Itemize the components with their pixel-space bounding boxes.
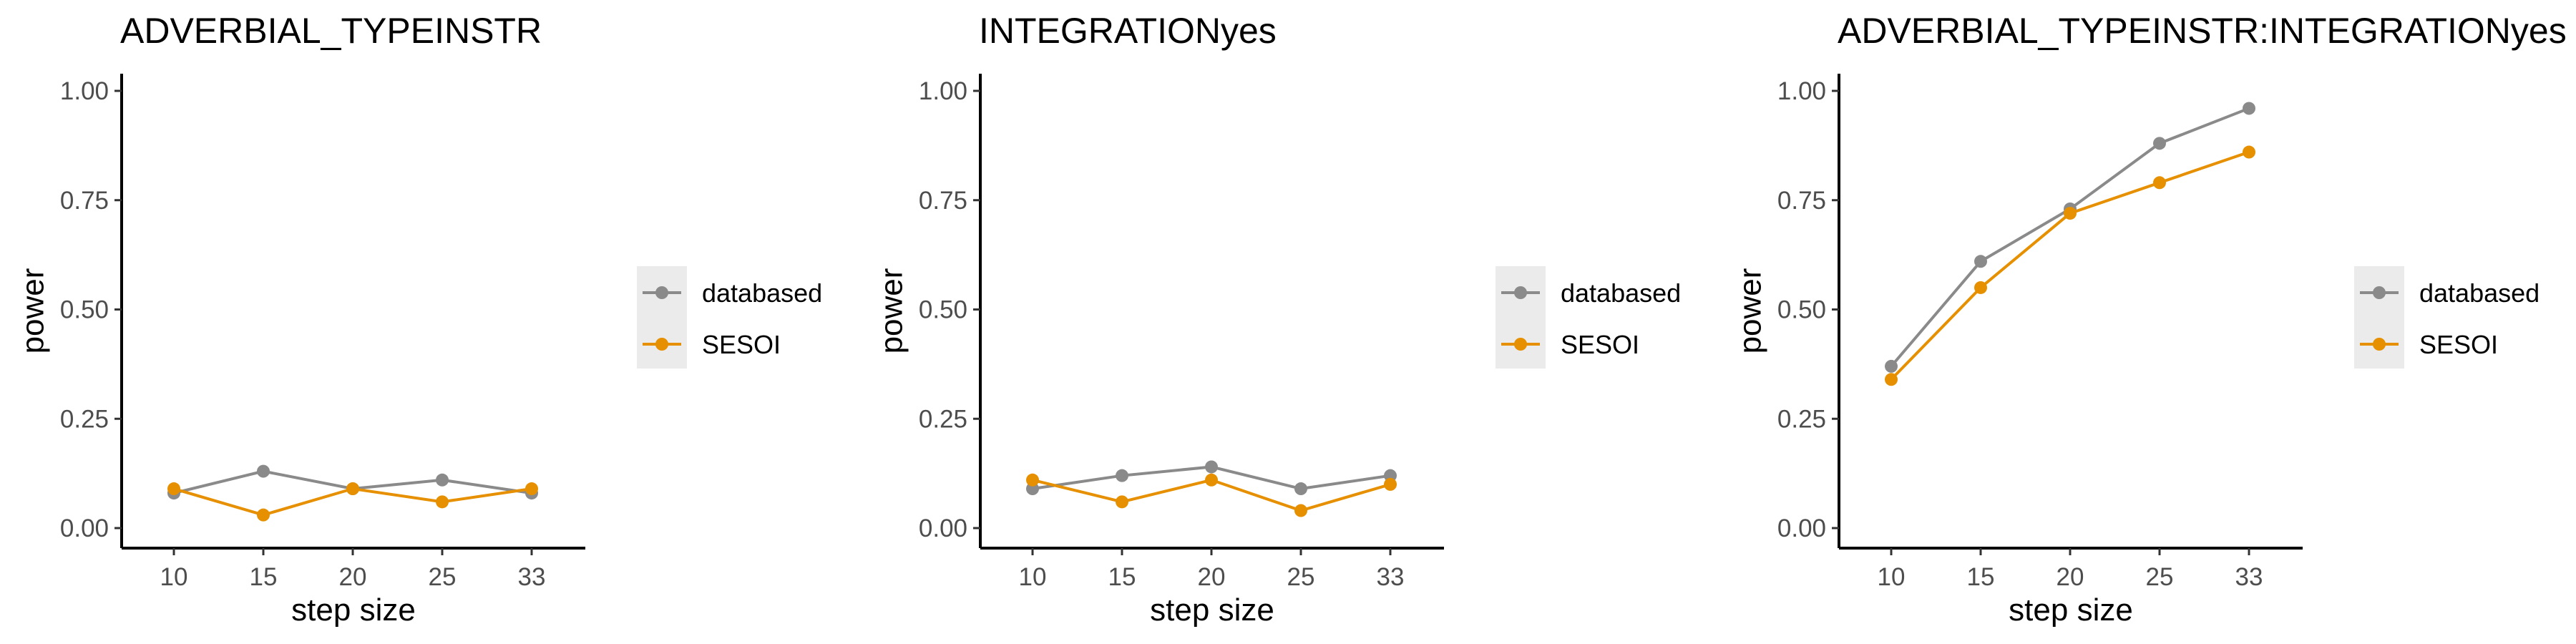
legend-key-point — [1514, 286, 1527, 299]
legend: databased SESOI — [637, 266, 822, 369]
y-axis-title: power — [874, 268, 909, 354]
legend-label: SESOI — [702, 330, 781, 359]
y-axis-title: power — [16, 268, 51, 354]
chart-title: ADVERBIAL_TYPEINSTR — [120, 11, 542, 51]
x-tick-label: 10 — [1878, 563, 1906, 591]
series-line — [1890, 150, 2250, 381]
y-tick-label: 0.50 — [1777, 296, 1826, 324]
x-tick-label: 33 — [518, 563, 546, 591]
data-point — [1294, 504, 1307, 517]
data-point — [2064, 207, 2077, 220]
data-point — [2243, 102, 2255, 115]
legend-label: databased — [1561, 278, 1681, 308]
legend-key-background — [2354, 266, 2404, 369]
y-tick-label: 0.25 — [1777, 405, 1826, 433]
data-point — [1116, 469, 1128, 482]
chart-panel-2: INTEGRATIONyes 0.00 0.25 0.50 0.75 1.00 10 15 20… — [874, 11, 1682, 628]
y-tick-label: 0.50 — [919, 296, 967, 324]
x-tick-label: 20 — [1198, 563, 1226, 591]
chart-title: INTEGRATIONyes — [979, 11, 1277, 51]
data-point — [1294, 482, 1307, 496]
legend: databased SESOI — [2354, 266, 2540, 369]
x-tick-label: 15 — [250, 563, 278, 591]
x-tick-label: 25 — [429, 563, 457, 591]
y-tick-label: 0.25 — [919, 405, 967, 433]
x-axis-title: step size — [291, 592, 416, 628]
legend-label: SESOI — [1561, 330, 1639, 359]
series-SESOI — [1026, 473, 1397, 517]
legend-label: databased — [2419, 278, 2540, 308]
data-point — [436, 495, 449, 509]
legend-key-point — [655, 286, 668, 299]
data-point — [257, 464, 270, 478]
data-point — [525, 482, 538, 496]
data-point — [1384, 477, 1397, 491]
y-tick-label: 1.00 — [60, 77, 109, 105]
data-point — [2153, 176, 2166, 190]
legend-key-background — [1496, 266, 1546, 369]
chart-title: ADVERBIAL_TYPEINSTR:INTEGRATIONyes — [1838, 11, 2567, 51]
y-tick-label: 0.00 — [919, 514, 967, 542]
data-point — [346, 482, 359, 496]
chart-panel-3: ADVERBIAL_TYPEINSTR:INTEGRATIONyes 0.00 0.… — [1733, 11, 2567, 628]
series-SESOI — [1885, 145, 2255, 386]
y-tick-label: 1.00 — [919, 77, 967, 105]
data-point — [2243, 145, 2255, 159]
y-axis-title: power — [1733, 268, 1768, 354]
data-point — [167, 482, 180, 496]
x-tick-label: 25 — [1287, 563, 1315, 591]
legend: databased SESOI — [1496, 266, 1681, 369]
legend-key-background — [637, 266, 687, 369]
data-point — [257, 508, 270, 522]
data-point — [1974, 255, 1987, 268]
data-point — [1026, 473, 1039, 487]
data-point — [1885, 359, 1898, 373]
x-tick-label: 15 — [1967, 563, 1995, 591]
data-point — [1885, 373, 1898, 386]
series-databased — [1885, 102, 2255, 373]
x-tick-label: 15 — [1108, 563, 1136, 591]
series-line — [1890, 107, 2250, 368]
y-tick-label: 0.75 — [919, 187, 967, 215]
x-tick-label: 10 — [1019, 563, 1047, 591]
x-tick-label: 20 — [339, 563, 367, 591]
series-SESOI — [167, 482, 538, 522]
x-tick-label: 33 — [1377, 563, 1405, 591]
y-tick-label: 0.00 — [60, 514, 109, 542]
legend-key-point — [655, 338, 668, 351]
y-tick-label: 0.00 — [1777, 514, 1826, 542]
legend-key-point — [1514, 338, 1527, 351]
y-tick-label: 0.50 — [60, 296, 109, 324]
data-point — [1974, 280, 1987, 294]
y-tick-label: 1.00 — [1777, 77, 1826, 105]
legend-key-point — [2373, 338, 2386, 351]
y-tick-label: 0.75 — [60, 187, 109, 215]
data-point — [1205, 473, 1218, 487]
x-tick-label: 20 — [2057, 563, 2084, 591]
legend-label: databased — [702, 278, 822, 308]
data-point — [2153, 137, 2166, 150]
x-tick-label: 10 — [160, 563, 188, 591]
data-point — [1205, 460, 1218, 474]
y-tick-label: 0.75 — [1777, 187, 1826, 215]
data-point — [1116, 495, 1128, 509]
x-axis-title: step size — [1150, 592, 1274, 628]
x-tick-label: 33 — [2235, 563, 2263, 591]
x-tick-label: 25 — [2146, 563, 2174, 591]
legend-key-point — [2373, 286, 2386, 299]
data-point — [436, 473, 449, 487]
x-axis-title: step size — [2009, 592, 2133, 628]
y-tick-label: 0.25 — [60, 405, 109, 433]
chart-panel-1: ADVERBIAL_TYPEINSTR 0.00 0.25 0.50 0.75 1.00 1… — [16, 11, 823, 628]
legend-label: SESOI — [2419, 330, 2498, 359]
